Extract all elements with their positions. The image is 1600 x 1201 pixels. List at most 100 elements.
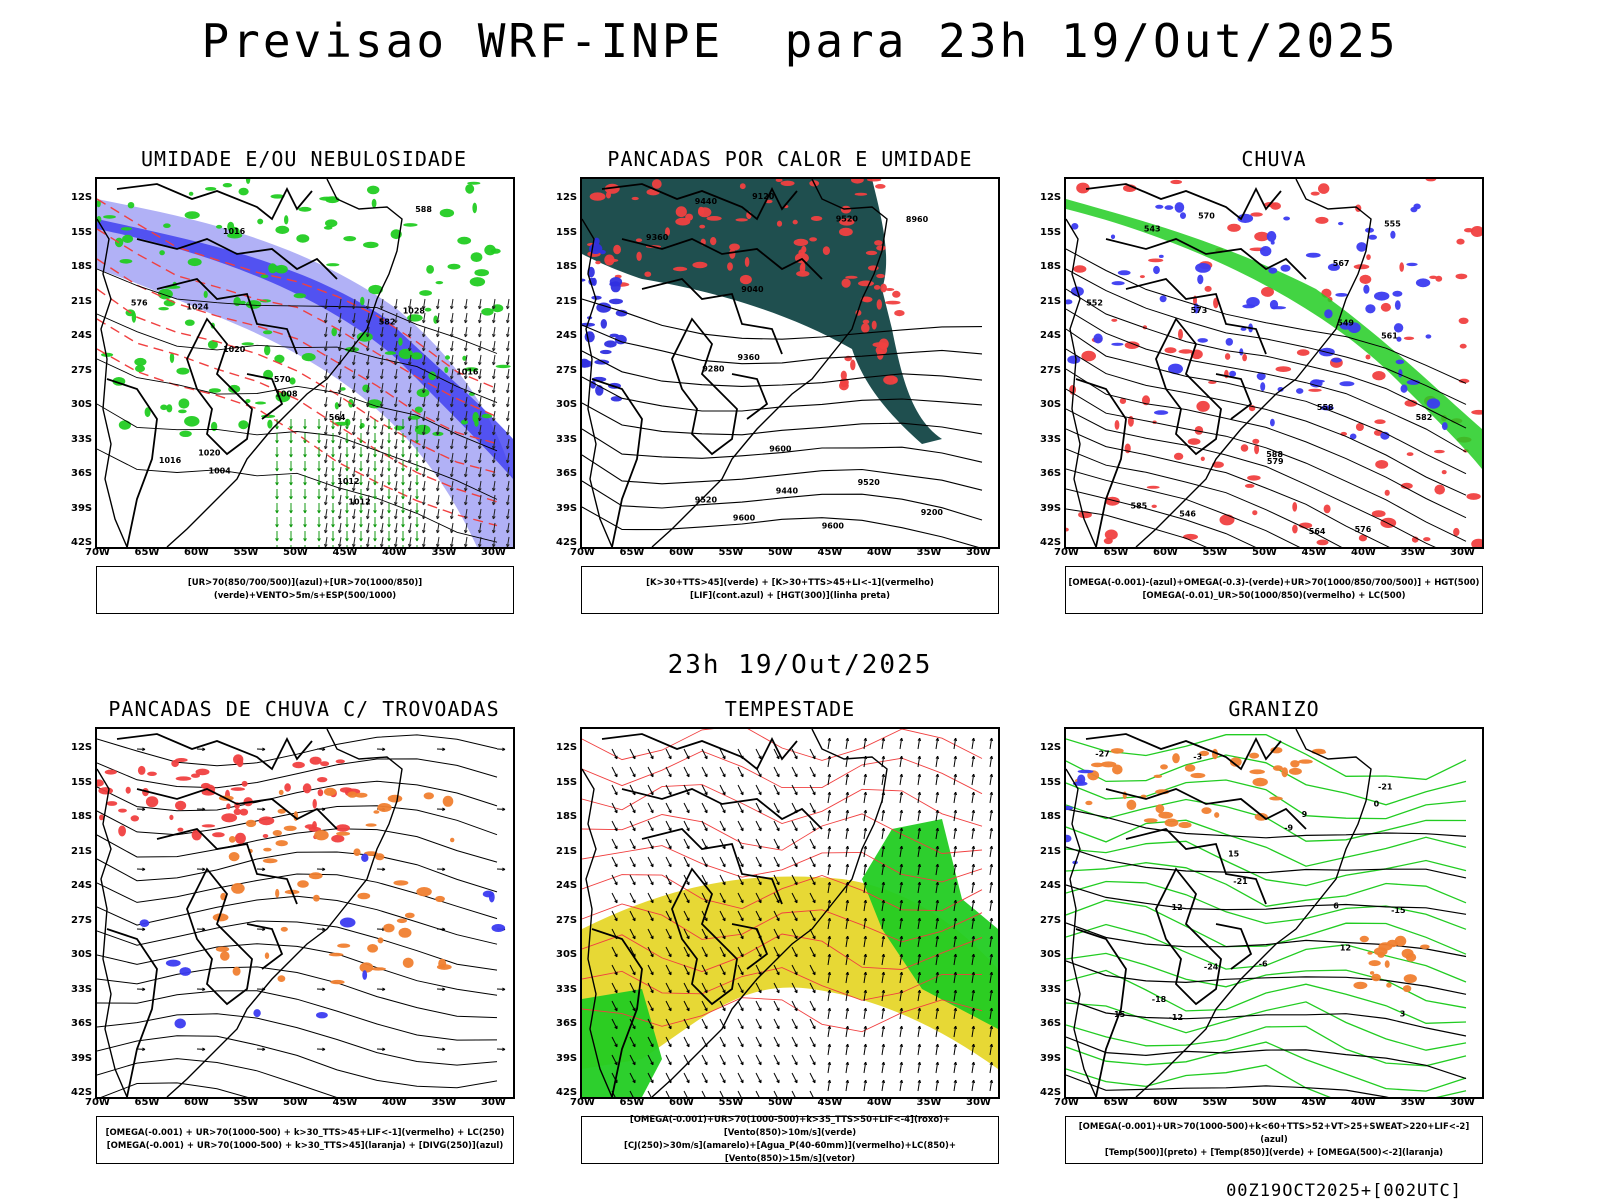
lat-tick-label: 33S	[556, 984, 577, 995]
lon-tick-label: 30W	[481, 547, 506, 558]
lat-tick-label: 30S	[71, 949, 92, 960]
lon-tick-label: 40W	[867, 1097, 892, 1108]
main-title: Previsao WRF-INPE para 23h 19/Out/2025	[0, 14, 1600, 68]
omega-weak-area	[1406, 263, 1417, 266]
contour-label: 561	[1381, 332, 1398, 341]
storm-cell-orange	[229, 852, 240, 861]
rain-area	[1196, 401, 1209, 412]
contour-label: 582	[379, 318, 396, 327]
low-level-humidity-patch	[484, 245, 496, 256]
lon-tick-label: 45W	[333, 547, 358, 558]
low-level-humidity-patch	[363, 242, 379, 248]
omega-weak-area	[1239, 348, 1243, 355]
storm-cell-orange	[220, 951, 230, 961]
omega-weak-area	[1324, 309, 1332, 318]
low-level-humidity-patch	[160, 405, 167, 411]
storm-cell	[97, 779, 104, 786]
storm-cell	[191, 774, 200, 778]
contour-label: 549	[1337, 319, 1354, 328]
lon-tick-label: 65W	[620, 547, 645, 558]
rain-area	[1399, 262, 1404, 272]
rain-area	[1297, 349, 1310, 356]
lifted-index-contour	[609, 299, 623, 305]
omega-weak-area	[1365, 304, 1375, 313]
low-level-humidity-patch	[261, 275, 269, 279]
storm-cell-orange	[383, 924, 394, 933]
contour-label: 576	[1355, 525, 1372, 534]
storm-cell-orange	[393, 880, 408, 885]
lon-tick-label: 45W	[1302, 1097, 1327, 1108]
omega-weak-area	[1398, 369, 1402, 377]
rain-area	[1242, 354, 1247, 361]
instability-cell	[876, 274, 885, 278]
low-level-humidity-patch	[357, 332, 373, 342]
storm-cell-orange	[329, 953, 344, 957]
rain-area	[1464, 228, 1473, 232]
low-level-humidity-patch	[367, 186, 379, 195]
lon-tick-label: 30W	[1450, 547, 1475, 558]
omega-weak-area	[1154, 410, 1168, 415]
storm-cell	[118, 809, 127, 813]
legend-granizo: [OMEGA(-0.001)+UR>70(1000-500)+k<60+TTS>…	[1065, 1116, 1483, 1164]
omega-weak-area	[1356, 242, 1367, 252]
legend-line: [UR>70(850/700/500)](azul)+[UR>70(1000/8…	[97, 577, 513, 603]
lat-tick-label: 18S	[556, 811, 577, 822]
storm-cell-orange	[229, 836, 236, 843]
omega-weak-area	[1260, 382, 1265, 391]
storm-cell-orange	[246, 820, 256, 827]
omega-weak-area	[1374, 292, 1389, 301]
storm-cell	[226, 803, 230, 809]
contour-label: 567	[1333, 259, 1350, 268]
low-level-humidity-patch	[176, 368, 189, 375]
low-level-humidity-patch	[132, 312, 136, 323]
instability-cell	[855, 193, 868, 196]
lon-tick-label: 70W	[85, 547, 110, 558]
contour-label: 9040	[741, 285, 764, 294]
storm-cell-orange	[281, 927, 288, 932]
low-level-humidity-patch	[325, 219, 337, 227]
rain-area	[1324, 505, 1331, 514]
lon-tick-label: 60W	[184, 547, 209, 558]
instability-cell	[841, 206, 851, 214]
omega-weak-area	[1339, 381, 1354, 386]
rain-area	[1165, 347, 1177, 353]
rain-area	[1456, 239, 1464, 245]
lon-tick-label: 40W	[1351, 547, 1376, 558]
legend-line: [K>30+TTS>45](verde) + [K>30+TTS>45+LI<-…	[582, 577, 998, 590]
lat-tick-label: 30S	[1040, 949, 1061, 960]
lon-tick-label: 40W	[382, 1097, 407, 1108]
lat-tick-label: 36S	[1040, 1018, 1061, 1029]
storm-cell	[313, 799, 317, 809]
storm-cell	[147, 772, 157, 776]
storm-cell	[284, 783, 291, 791]
omega-weak-area	[1427, 398, 1440, 408]
contour-label: 1028	[403, 307, 426, 316]
omega-500-area	[1403, 985, 1411, 992]
low-level-humidity-patch	[448, 264, 461, 270]
contour-label: 1016	[223, 227, 246, 236]
instability-cell	[874, 240, 882, 245]
rain-area	[1170, 180, 1182, 184]
omega-weak-area	[1396, 360, 1405, 365]
coastline	[97, 729, 402, 1097]
divergence-marker	[340, 918, 356, 928]
low-level-humidity-patch	[233, 297, 241, 306]
contour-label: 1012	[337, 477, 359, 486]
instability-cell	[858, 281, 874, 287]
streamline	[97, 735, 497, 766]
low-level-humidity-patch	[472, 203, 477, 214]
contour-label: 552	[1086, 298, 1103, 307]
low-level-humidity-patch	[209, 388, 221, 393]
instability-cell	[839, 228, 853, 236]
contour-label: 8960	[906, 215, 929, 224]
rain-area	[1366, 355, 1371, 360]
rain-area	[1241, 444, 1249, 451]
instability-cell	[604, 255, 614, 266]
lon-tick-label: 45W	[818, 547, 843, 558]
low-level-humidity-patch	[385, 351, 396, 355]
lifted-index-contour	[582, 279, 585, 282]
storm-cell-orange	[231, 883, 245, 894]
storm-cell-orange	[278, 975, 286, 982]
storm-cell-orange	[336, 832, 350, 836]
storm-cell-orange	[378, 937, 384, 943]
